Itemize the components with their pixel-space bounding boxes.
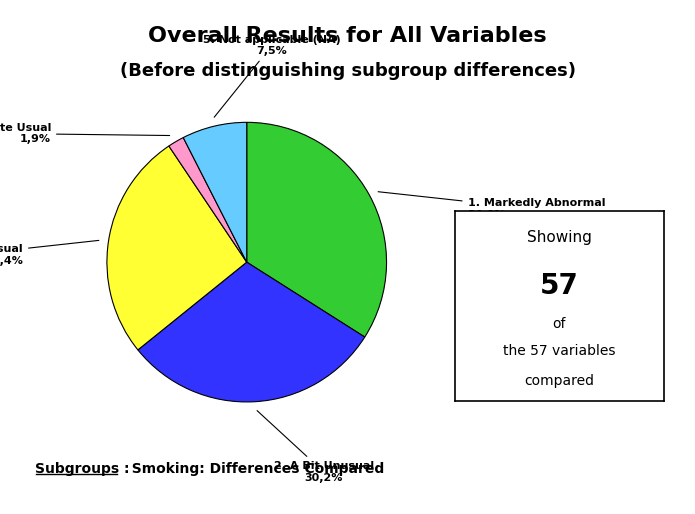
Text: Showing: Showing <box>527 230 592 245</box>
Text: Subgroups :: Subgroups : <box>35 462 129 476</box>
Text: 1. Markedly Abnormal
34,0%: 1. Markedly Abnormal 34,0% <box>378 192 605 220</box>
Wedge shape <box>247 122 386 337</box>
Text: the 57 variables: the 57 variables <box>503 344 616 358</box>
Wedge shape <box>183 122 247 262</box>
Text: Smoking: Differences Compared: Smoking: Differences Compared <box>122 462 384 476</box>
Text: (Before distinguishing subgroup differences): (Before distinguishing subgroup differen… <box>120 62 575 80</box>
Text: 2. A Bit Unusual
30,2%: 2. A Bit Unusual 30,2% <box>257 411 374 483</box>
Text: Overall Results for All Variables: Overall Results for All Variables <box>148 26 547 46</box>
Text: 57: 57 <box>540 271 579 300</box>
Wedge shape <box>138 262 365 402</box>
Text: compared: compared <box>525 374 594 388</box>
Text: 3. Not Too Unusual
26,4%: 3. Not Too Unusual 26,4% <box>0 241 99 266</box>
Text: of: of <box>553 317 566 331</box>
Wedge shape <box>169 138 247 262</box>
Text: 4. Quite Usual
1,9%: 4. Quite Usual 1,9% <box>0 123 170 144</box>
Wedge shape <box>107 146 247 350</box>
Text: 5. Not applicable (NA)
7,5%: 5. Not applicable (NA) 7,5% <box>203 34 341 117</box>
